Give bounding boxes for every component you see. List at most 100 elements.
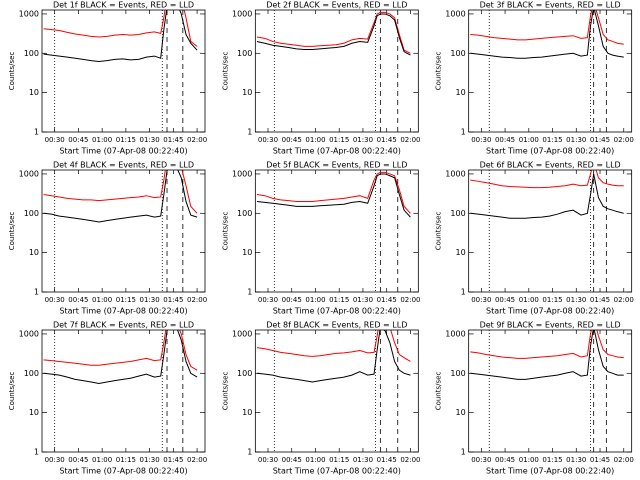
x-axis-label: Start Time (07-Apr-08 00:22:40) [59,147,187,156]
chart-title: Det 9f BLACK = Events, RED = LLD [480,321,621,330]
y-tick-label: 10 [29,248,39,257]
chart-title: Det 7f BLACK = Events, RED = LLD [53,321,194,330]
x-tick-label: 01:30 [353,456,373,464]
y-tick-label: 100 [237,209,252,218]
x-tick-label: 01:45 [590,136,610,144]
y-axis-label: Counts/sec [8,52,16,91]
x-tick-label: 02:00 [187,456,207,464]
y-axis-label: Counts/sec [221,372,229,411]
x-axis-label: Start Time (07-Apr-08 00:22:40) [273,147,401,156]
plot-frame [41,9,206,133]
y-tick-label: 1000 [232,9,252,18]
x-tick-label: 02:00 [614,136,634,144]
x-tick-label: 00:45 [282,456,302,464]
chart-title: Det 5f BLACK = Events, RED = LLD [266,161,407,170]
x-tick-label: 02:00 [400,136,420,144]
x-tick-label: 00:30 [471,456,491,464]
y-tick-label: 1 [247,288,252,297]
x-tick-label: 00:45 [68,136,88,144]
y-tick-label: 10 [455,88,465,97]
panel: Det 1f BLACK = Events, RED = LLD Start Ti… [8,1,207,156]
series-line [470,330,624,359]
x-tick-label: 01:15 [542,296,562,304]
y-tick-label: 1000 [232,329,252,338]
plot-frame [41,329,206,453]
y-tick-label: 100 [24,369,39,378]
plot-frame [254,9,419,133]
series-line [43,10,198,62]
y-tick-label: 100 [237,369,252,378]
x-tick-label: 00:30 [471,296,491,304]
x-tick-label: 01:45 [377,456,397,464]
x-axis-label: Start Time (07-Apr-08 00:22:40) [273,467,401,476]
x-tick-label: 01:15 [116,296,136,304]
y-tick-label: 1 [461,288,466,297]
y-tick-label: 1000 [445,329,465,338]
x-tick-label: 01:00 [305,456,325,464]
y-tick-label: 10 [455,248,465,257]
x-tick-label: 00:30 [45,456,65,464]
x-tick-label: 02:00 [400,296,420,304]
x-tick-label: 01:15 [329,136,349,144]
x-tick-label: 01:45 [163,296,183,304]
panel: Det 4f BLACK = Events, RED = LLD Start Ti… [8,161,207,316]
series-line [256,330,411,383]
x-tick-label: 01:15 [329,456,349,464]
series-line [256,171,411,214]
x-axis-label: Start Time (07-Apr-08 00:22:40) [59,467,187,476]
y-axis-label: Counts/sec [221,52,229,91]
x-tick-label: 00:30 [258,456,278,464]
panel: Det 7f BLACK = Events, RED = LLD Start Ti… [8,321,207,476]
series-line [43,10,198,47]
y-tick-label: 100 [450,369,465,378]
x-tick-label: 01:45 [590,456,610,464]
y-tick-label: 1 [34,288,39,297]
x-tick-label: 01:15 [116,456,136,464]
series-line [43,170,198,223]
y-tick-label: 100 [237,49,252,58]
plot-frame [254,329,419,453]
plot-frame [468,329,633,453]
y-tick-label: 10 [242,88,252,97]
x-tick-label: 02:00 [187,136,207,144]
y-tick-label: 1000 [445,169,465,178]
y-tick-label: 1 [247,448,252,457]
x-tick-label: 01:00 [305,136,325,144]
y-axis-label: Counts/sec [435,372,443,411]
y-tick-label: 100 [24,49,39,58]
y-tick-label: 1 [247,128,252,137]
x-tick-label: 01:30 [566,136,586,144]
y-tick-label: 1000 [445,9,465,18]
y-tick-label: 100 [450,209,465,218]
x-tick-label: 01:00 [92,136,112,144]
y-axis-label: Counts/sec [435,52,443,91]
plot-frame [41,169,206,293]
y-tick-label: 1 [34,448,39,457]
chart-title: Det 1f BLACK = Events, RED = LLD [53,1,194,10]
x-tick-label: 00:45 [495,296,515,304]
y-tick-label: 100 [24,209,39,218]
y-axis-label: Counts/sec [221,212,229,251]
x-tick-label: 00:45 [495,456,515,464]
series-line [43,170,198,214]
x-tick-label: 01:30 [353,136,373,144]
panel: Det 8f BLACK = Events, RED = LLD Start Ti… [221,321,420,476]
x-tick-label: 01:45 [377,296,397,304]
x-tick-label: 00:45 [495,136,515,144]
chart-title: Det 8f BLACK = Events, RED = LLD [266,321,407,330]
series-line [43,330,198,371]
panel: Det 3f BLACK = Events, RED = LLD Start Ti… [435,1,634,156]
x-tick-label: 01:30 [566,296,586,304]
series-line [470,10,624,59]
x-tick-label: 02:00 [400,456,420,464]
y-tick-label: 1000 [19,329,39,338]
y-tick-label: 1000 [19,169,39,178]
x-tick-label: 01:00 [92,296,112,304]
x-tick-label: 02:00 [614,296,634,304]
x-tick-label: 01:30 [140,456,160,464]
series-line [256,173,411,218]
series-line [470,173,624,219]
x-axis-label: Start Time (07-Apr-08 00:22:40) [59,307,187,316]
x-tick-label: 01:30 [353,296,373,304]
x-tick-label: 01:45 [590,296,610,304]
